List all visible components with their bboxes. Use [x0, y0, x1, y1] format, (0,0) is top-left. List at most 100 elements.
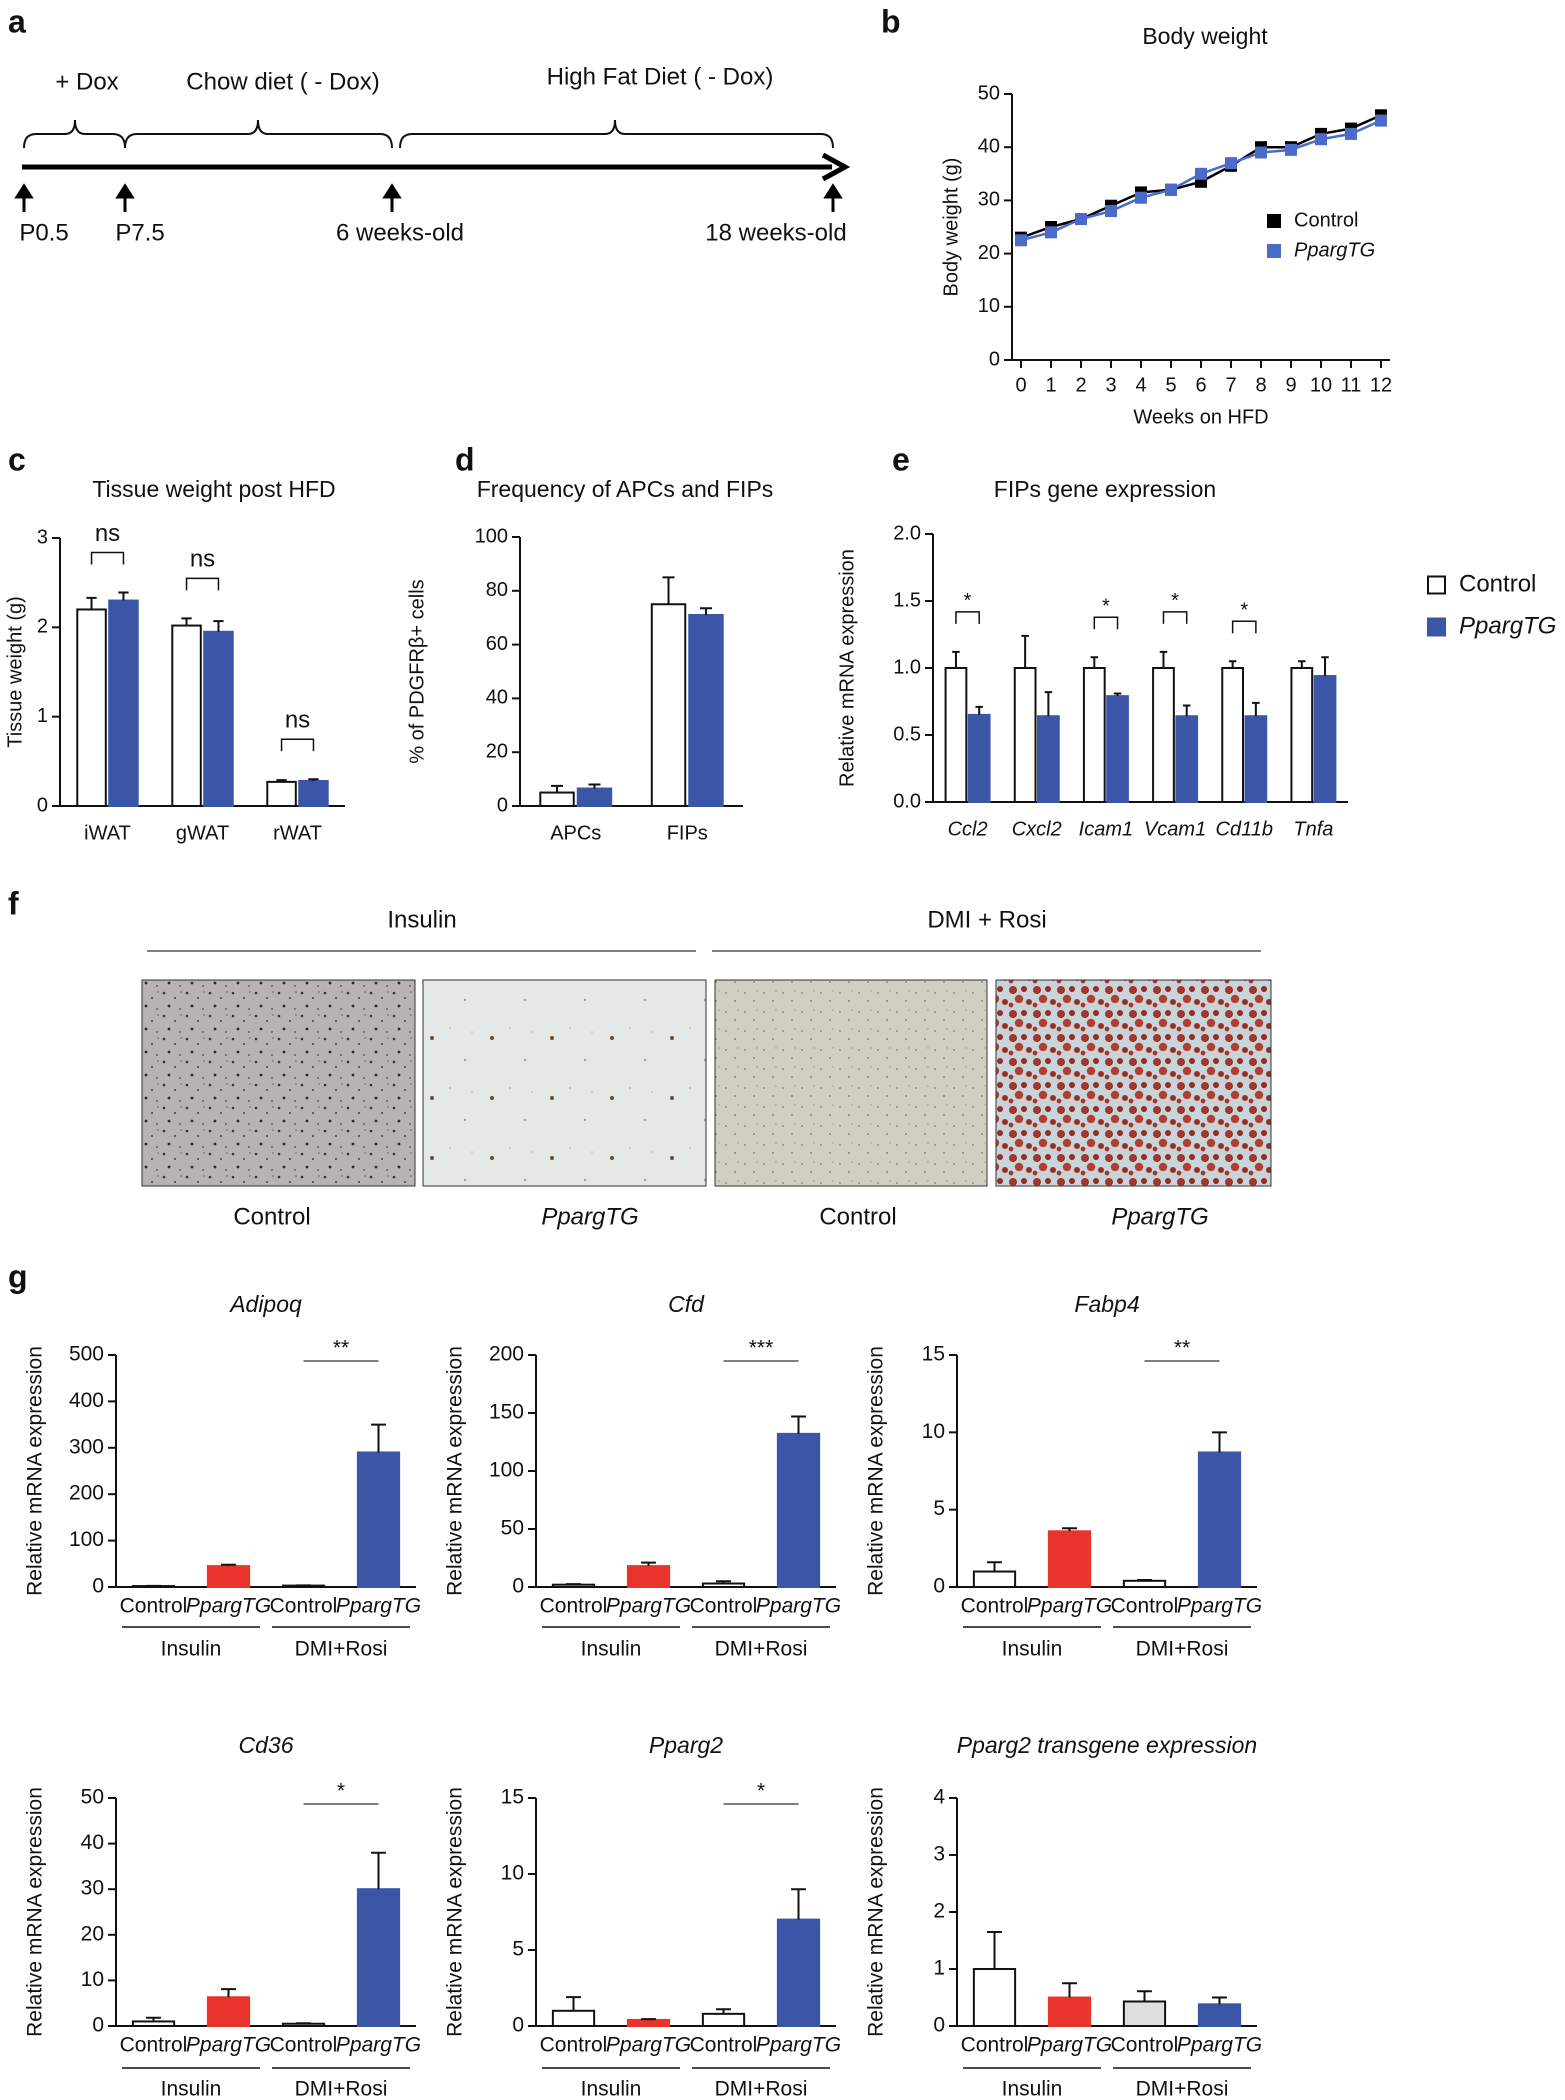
- y-tick-label: 200: [489, 1343, 524, 1366]
- y-axis-label: Relative mRNA expression: [865, 1346, 888, 1596]
- error-bar: [987, 1930, 1002, 1969]
- bar: [1197, 2003, 1242, 2027]
- x-tick-label: Control: [270, 1595, 338, 1618]
- point: [1225, 157, 1237, 170]
- micrograph-caption: Control: [819, 1203, 896, 1230]
- y-tick-label: 0: [37, 794, 48, 816]
- significance-label: *: [1171, 590, 1179, 612]
- y-tick-label: 1.0: [893, 656, 921, 678]
- y-tick-label: 0: [92, 2014, 104, 2037]
- legend-marker: [1427, 575, 1446, 595]
- error-bar: [975, 705, 983, 715]
- panel-label: a: [8, 3, 26, 39]
- chart-title: Fabp4: [1074, 1291, 1139, 1317]
- x-tick-label: PpargTG: [186, 2034, 271, 2057]
- chart-title: Pparg2 transgene expression: [957, 1732, 1257, 1758]
- bar: [356, 1451, 401, 1588]
- time-point: 6 weeks-old: [336, 219, 464, 246]
- x-tick-label: PpargTG: [756, 2034, 841, 2057]
- x-tick-label: Control: [690, 2034, 758, 2057]
- panel-label: b: [881, 3, 901, 39]
- y-tick-label: 20: [486, 740, 508, 762]
- y-tick-label: 0: [92, 1575, 104, 1598]
- point: [1255, 146, 1267, 159]
- x-tick-label: Control: [1111, 1595, 1179, 1618]
- y-tick-label: 40: [978, 135, 1000, 157]
- y-tick-label: 100: [489, 1459, 524, 1482]
- error-bar: [308, 778, 319, 781]
- y-tick-label: 50: [978, 82, 1000, 104]
- error-bar: [641, 1561, 656, 1567]
- y-axis-label: % of PDGFRβ+ cells: [406, 579, 428, 763]
- error-bar: [118, 591, 129, 601]
- error-bar: [1228, 660, 1237, 668]
- significance-label: ns: [285, 707, 310, 734]
- x-tick-label: PpargTG: [756, 1595, 841, 1618]
- panel-label: d: [455, 441, 475, 477]
- x-tick-label: 3: [1105, 374, 1116, 396]
- bar: [701, 1582, 746, 1589]
- error-bar: [1021, 634, 1029, 668]
- bar: [972, 1570, 1017, 1588]
- micrograph: [141, 979, 416, 1187]
- x-axis-label: Weeks on HFD: [1133, 406, 1268, 428]
- y-tick-label: 20: [978, 242, 1000, 264]
- error-bar: [1137, 1579, 1152, 1582]
- chart-title: Pparg2: [649, 1732, 723, 1758]
- y-tick-label: 80: [486, 579, 508, 601]
- x-tick-label: APCs: [550, 822, 601, 844]
- bar: [131, 2020, 176, 2027]
- x-tick-label: Control: [540, 1595, 608, 1618]
- time-point: 18 weeks-old: [705, 219, 846, 246]
- time-point: P7.5: [115, 219, 164, 246]
- phase-label: + Dox: [55, 68, 118, 95]
- bar: [206, 1996, 251, 2027]
- group-label: Insulin: [161, 2078, 222, 2100]
- error-bar: [566, 1583, 581, 1586]
- significance-bracket: [90, 551, 125, 565]
- bar: [650, 603, 687, 807]
- group-label: Insulin: [161, 1638, 222, 1661]
- error-bar: [1113, 692, 1122, 697]
- bar: [266, 780, 297, 808]
- y-tick-label: 15: [922, 1343, 945, 1366]
- bar: [1013, 667, 1037, 803]
- x-tick-label: Tnfa: [1293, 818, 1333, 840]
- bar: [206, 1565, 251, 1588]
- x-tick-label: Control: [961, 2034, 1029, 2057]
- y-tick-label: 0: [989, 348, 1000, 370]
- significance-label: *: [964, 590, 972, 612]
- y-tick-label: 400: [69, 1389, 104, 1412]
- significance-label: ns: [95, 520, 120, 547]
- chart-title: Cfd: [668, 1291, 705, 1317]
- y-tick-label: 3: [933, 1843, 945, 1866]
- chart-title: Cd36: [239, 1732, 294, 1758]
- group-label: DMI+Rosi: [1136, 1638, 1229, 1661]
- y-tick-label: 50: [81, 1786, 104, 1809]
- micrograph: [422, 979, 707, 1187]
- point: [1105, 205, 1117, 218]
- bar: [972, 1968, 1017, 2027]
- y-axis-label: Body weight (g): [940, 158, 962, 297]
- bar: [1106, 695, 1129, 804]
- x-tick-label: PpargTG: [1177, 1595, 1262, 1618]
- error-bar: [221, 1563, 236, 1567]
- x-tick-label: PpargTG: [1027, 1595, 1112, 1618]
- x-tick-label: Control: [961, 1595, 1029, 1618]
- x-tick-label: 1: [1045, 374, 1056, 396]
- point: [1195, 167, 1207, 180]
- time-arrows: [14, 183, 843, 212]
- y-tick-label: 100: [475, 525, 508, 547]
- group-label: DMI + Rosi: [927, 906, 1046, 933]
- error-bar: [371, 1423, 386, 1453]
- x-tick-label: PpargTG: [336, 2034, 421, 2057]
- bar: [171, 624, 202, 808]
- significance-bracket: [185, 577, 220, 591]
- legend-label: PpargTG: [1294, 239, 1375, 261]
- error-bar: [1044, 691, 1053, 717]
- error-bar: [952, 650, 960, 668]
- bar: [626, 2018, 671, 2028]
- bar: [944, 667, 968, 803]
- y-axis-label: Relative mRNA expression: [444, 1346, 467, 1596]
- point: [1345, 127, 1357, 140]
